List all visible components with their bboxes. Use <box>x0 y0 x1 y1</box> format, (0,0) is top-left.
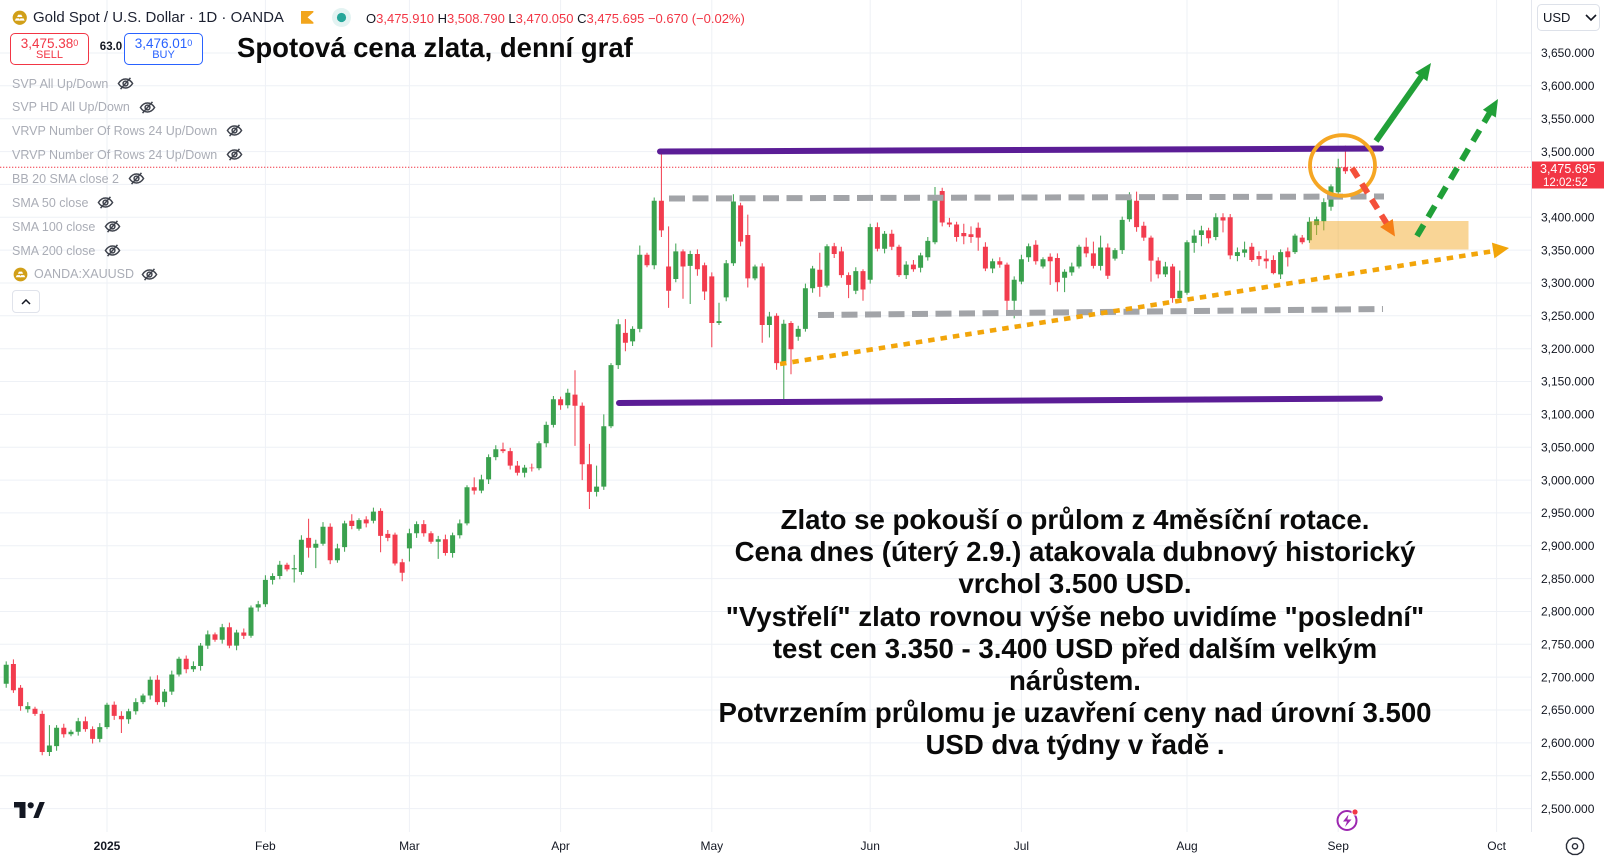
svg-text:3,300.000: 3,300.000 <box>1541 276 1595 290</box>
svg-text:3,650.000: 3,650.000 <box>1541 46 1595 60</box>
svg-text:Feb: Feb <box>255 839 276 853</box>
svg-text:3,475.695: 3,475.695 <box>1540 162 1596 176</box>
svg-text:Mar: Mar <box>399 839 420 853</box>
svg-text:3,250.000: 3,250.000 <box>1541 309 1595 323</box>
svg-text:Jun: Jun <box>861 839 880 853</box>
svg-text:Oct: Oct <box>1487 839 1506 853</box>
svg-text:2,500.000: 2,500.000 <box>1541 802 1595 816</box>
svg-text:3,550.000: 3,550.000 <box>1541 112 1595 126</box>
svg-text:2,650.000: 2,650.000 <box>1541 703 1595 717</box>
svg-text:2,950.000: 2,950.000 <box>1541 506 1595 520</box>
svg-text:3,500.000: 3,500.000 <box>1541 145 1595 159</box>
svg-text:2,750.000: 2,750.000 <box>1541 638 1595 652</box>
svg-text:3,100.000: 3,100.000 <box>1541 408 1595 422</box>
svg-text:Aug: Aug <box>1176 839 1197 853</box>
svg-text:3,050.000: 3,050.000 <box>1541 440 1595 454</box>
svg-text:Sep: Sep <box>1328 839 1350 853</box>
svg-text:2,800.000: 2,800.000 <box>1541 605 1595 619</box>
svg-text:12:02:52: 12:02:52 <box>1543 177 1588 189</box>
svg-text:2,850.000: 2,850.000 <box>1541 572 1595 586</box>
svg-text:3,150.000: 3,150.000 <box>1541 375 1595 389</box>
svg-text:3,200.000: 3,200.000 <box>1541 342 1595 356</box>
svg-text:Apr: Apr <box>551 839 570 853</box>
svg-text:3,400.000: 3,400.000 <box>1541 210 1595 224</box>
svg-text:3,000.000: 3,000.000 <box>1541 473 1595 487</box>
svg-text:2,700.000: 2,700.000 <box>1541 670 1595 684</box>
svg-text:3,600.000: 3,600.000 <box>1541 79 1595 93</box>
svg-text:Jul: Jul <box>1014 839 1029 853</box>
svg-text:2,600.000: 2,600.000 <box>1541 736 1595 750</box>
svg-text:USD: USD <box>1543 10 1570 25</box>
svg-text:2,900.000: 2,900.000 <box>1541 539 1595 553</box>
svg-text:2,550.000: 2,550.000 <box>1541 769 1595 783</box>
svg-text:2025: 2025 <box>94 839 121 853</box>
svg-text:3,350.000: 3,350.000 <box>1541 243 1595 257</box>
svg-text:May: May <box>700 839 723 853</box>
